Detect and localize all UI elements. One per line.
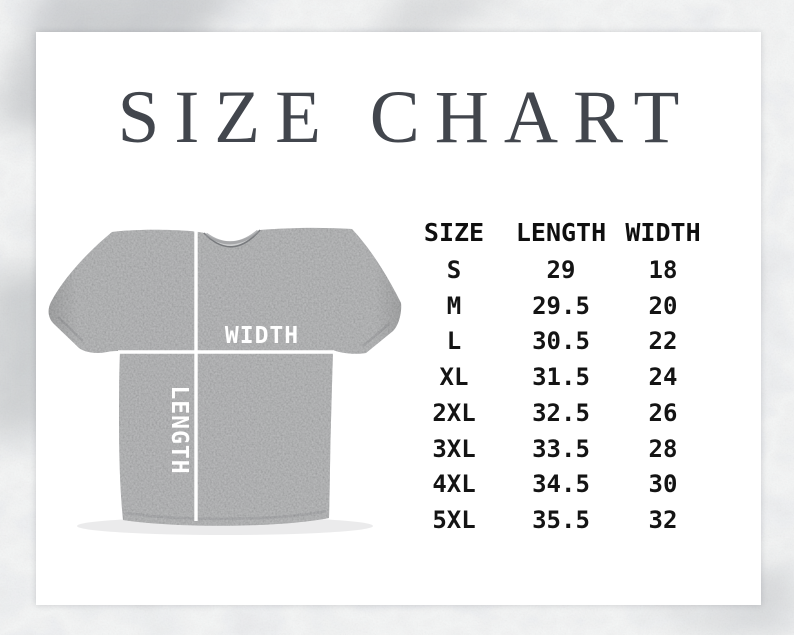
right-cuff-seam <box>362 323 390 347</box>
size-table: SIZE LENGTH WIDTH S 29 18 M 29.5 20 L 30… <box>408 212 704 538</box>
length-col-header: LENGTH <box>515 217 607 247</box>
length-label: LENGTH <box>166 385 192 474</box>
width-cell: 24 <box>648 363 678 392</box>
width-cell: 26 <box>648 398 678 427</box>
length-cell: 32.5 <box>532 398 590 427</box>
width-cell: 20 <box>648 291 678 320</box>
width-cell: 22 <box>648 327 678 356</box>
length-cell: 35.5 <box>532 506 590 535</box>
collar-shadow <box>204 230 260 247</box>
width-cell: 18 <box>648 255 678 284</box>
length-cell: 29.5 <box>532 291 590 320</box>
size-cell: 2XL <box>432 398 476 427</box>
length-cell: 30.5 <box>532 327 590 356</box>
width-cell: 28 <box>648 434 678 463</box>
length-cell: 33.5 <box>532 434 590 463</box>
size-cell: L <box>446 327 462 356</box>
size-cell: 4XL <box>432 470 476 499</box>
size-cell: M <box>446 291 462 320</box>
width-cell: 30 <box>648 470 678 499</box>
page-title: SIZE CHART <box>117 76 695 159</box>
width-cell: 32 <box>648 506 678 535</box>
size-cell: S <box>446 255 462 284</box>
hem-seam <box>125 509 327 521</box>
content-panel: SIZE CHART <box>36 32 761 605</box>
length-cell: 34.5 <box>532 470 590 499</box>
size-col-header: SIZE <box>423 217 485 247</box>
width-col-header: WIDTH <box>625 217 701 247</box>
length-cell: 29 <box>546 255 576 284</box>
length-cell: 31.5 <box>532 363 590 392</box>
size-cell: 5XL <box>432 506 476 535</box>
collar-band <box>205 229 259 245</box>
width-label: WIDTH <box>225 323 299 349</box>
size-cell: XL <box>439 363 469 392</box>
size-cell: 3XL <box>432 434 476 463</box>
tshirt-diagram: WIDTH LENGTH <box>48 224 402 535</box>
left-cuff-seam <box>57 316 84 342</box>
